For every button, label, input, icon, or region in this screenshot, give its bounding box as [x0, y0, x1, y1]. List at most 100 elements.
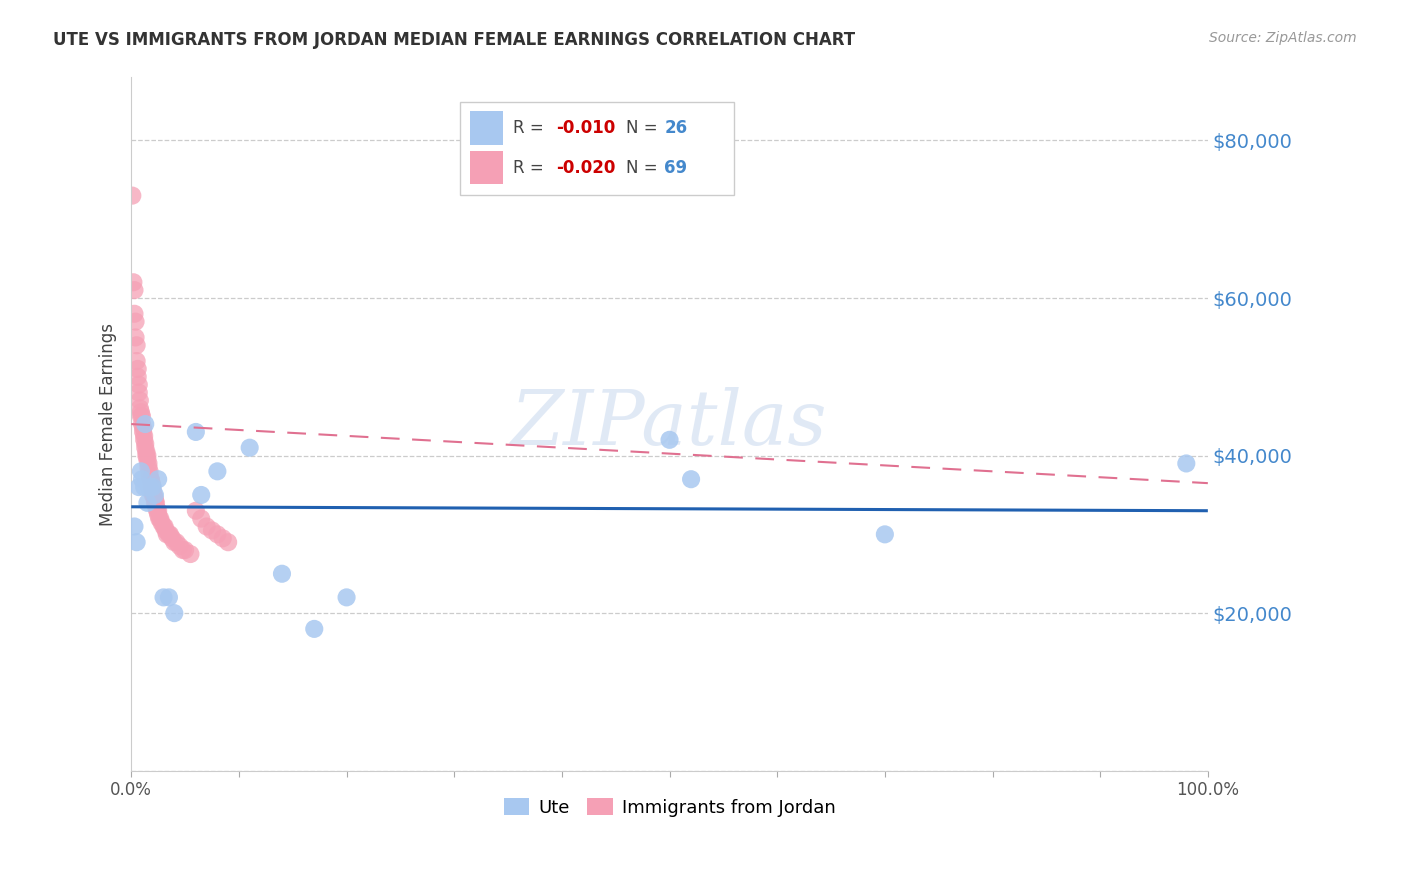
Point — [136, 496, 159, 510]
Text: Source: ZipAtlas.com: Source: ZipAtlas.com — [1209, 31, 1357, 45]
Text: -0.020: -0.020 — [557, 159, 616, 177]
Point — [184, 504, 207, 518]
Point — [134, 436, 156, 450]
Point — [143, 488, 166, 502]
Point — [156, 527, 179, 541]
Point — [172, 543, 194, 558]
Point — [139, 472, 162, 486]
Point — [125, 354, 148, 368]
Point — [217, 535, 239, 549]
FancyBboxPatch shape — [460, 102, 734, 195]
Text: ZIPatlas: ZIPatlas — [512, 387, 828, 461]
Point — [143, 491, 166, 506]
Point — [184, 425, 207, 439]
Text: 26: 26 — [664, 119, 688, 137]
Point — [139, 472, 162, 486]
Point — [271, 566, 294, 581]
Point — [138, 457, 160, 471]
Point — [136, 449, 159, 463]
Point — [131, 409, 153, 424]
Point — [304, 622, 326, 636]
Point — [138, 460, 160, 475]
Point — [159, 527, 181, 541]
Point — [169, 539, 191, 553]
Point — [142, 480, 165, 494]
Point — [124, 307, 146, 321]
Point — [124, 283, 146, 297]
Point — [141, 476, 163, 491]
Point — [658, 433, 681, 447]
Point — [124, 519, 146, 533]
Point — [160, 531, 183, 545]
Point — [150, 516, 173, 530]
Point — [195, 519, 218, 533]
Text: UTE VS IMMIGRANTS FROM JORDAN MEDIAN FEMALE EARNINGS CORRELATION CHART: UTE VS IMMIGRANTS FROM JORDAN MEDIAN FEM… — [53, 31, 856, 49]
Point — [134, 480, 156, 494]
Point — [128, 480, 150, 494]
Point — [201, 524, 224, 538]
Point — [166, 535, 188, 549]
Point — [138, 468, 160, 483]
Point — [146, 504, 169, 518]
Point — [148, 511, 170, 525]
Point — [132, 425, 155, 439]
FancyBboxPatch shape — [471, 112, 503, 145]
Legend: Ute, Immigrants from Jordan: Ute, Immigrants from Jordan — [496, 791, 842, 824]
Point — [135, 444, 157, 458]
Point — [129, 405, 152, 419]
Point — [179, 547, 201, 561]
Point — [138, 464, 160, 478]
Point — [153, 519, 176, 533]
Y-axis label: Median Female Earnings: Median Female Earnings — [100, 323, 117, 525]
Text: -0.010: -0.010 — [557, 119, 616, 137]
Point — [142, 488, 165, 502]
Point — [145, 496, 167, 510]
Point — [163, 606, 186, 620]
Text: R =: R = — [513, 119, 550, 137]
Point — [145, 500, 167, 514]
Point — [152, 519, 174, 533]
Point — [127, 362, 149, 376]
Point — [142, 483, 165, 498]
Text: 69: 69 — [664, 159, 688, 177]
Point — [134, 441, 156, 455]
Point — [1175, 457, 1198, 471]
Point — [122, 275, 145, 289]
Point — [335, 591, 357, 605]
Point — [128, 401, 150, 416]
Text: N =: N = — [627, 119, 664, 137]
Point — [125, 338, 148, 352]
Point — [124, 315, 146, 329]
Point — [174, 543, 197, 558]
Point — [239, 441, 262, 455]
Point — [132, 421, 155, 435]
Point — [138, 480, 160, 494]
Point — [207, 464, 229, 478]
Point — [157, 527, 180, 541]
Point — [129, 464, 152, 478]
Point — [190, 488, 212, 502]
Point — [211, 531, 233, 545]
Point — [131, 472, 153, 486]
Point — [131, 417, 153, 431]
Point — [129, 409, 152, 424]
Point — [143, 496, 166, 510]
Point — [124, 330, 146, 344]
Point — [142, 488, 165, 502]
Point — [146, 472, 169, 486]
Point — [128, 393, 150, 408]
Point — [157, 591, 180, 605]
Point — [136, 452, 159, 467]
Point — [163, 535, 186, 549]
Point — [681, 472, 703, 486]
Point — [141, 480, 163, 494]
Point — [152, 591, 174, 605]
Point — [155, 524, 177, 538]
Point — [146, 504, 169, 518]
Point — [190, 511, 212, 525]
Point — [135, 449, 157, 463]
Text: N =: N = — [627, 159, 664, 177]
FancyBboxPatch shape — [471, 151, 503, 185]
Point — [134, 429, 156, 443]
Point — [149, 511, 172, 525]
